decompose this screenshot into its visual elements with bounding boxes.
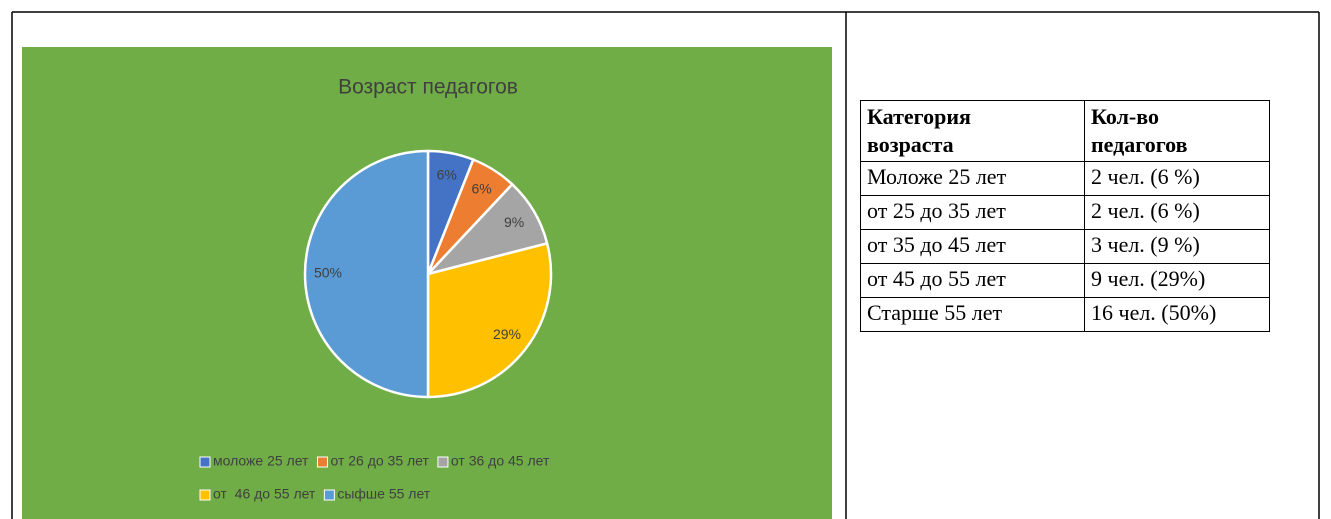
pie-slice [303,149,430,399]
legend-item: от 26 до 35 лет [316,453,430,469]
header-text: Категория возраста [867,104,971,157]
table-cell: Моложе 25 лет [860,161,1085,196]
legend-item: от 36 до 45 лет [437,453,550,469]
table-cell: 16 чел. (50%) [1084,297,1270,332]
table-cell: 3 чел. (9 %) [1084,229,1270,264]
data-label: 6% [471,180,491,196]
table-cell: Старше 55 лет [860,297,1085,332]
data-label: 29% [493,326,521,342]
legend-label: моложе 25 лет [213,453,309,469]
legend-swatch [199,489,211,501]
table-cell: от 45 до 55 лет [860,263,1085,298]
table-cell: 2 чел. (6 %) [1084,195,1270,230]
chart-title: Возраст педагогов [338,76,518,99]
table-cell: от 35 до 45 лет [860,229,1085,264]
table-row: от 45 до 55 лет 9 чел. (29%) [860,263,1270,298]
data-table: Категория возраста Кол-во педагогов Моло… [860,100,1270,332]
legend-label: сыфше 55 лет [337,486,430,502]
legend-label: от 36 до 45 лет [451,453,550,469]
header-row: Категория возраста Кол-во педагогов [860,100,1270,162]
table-row: Моложе 25 лет 2 чел. (6 %) [860,161,1270,196]
legend-label: от 26 до 35 лет [330,453,429,469]
legend-item: сыфше 55 лет [323,486,431,502]
chart: Возраст педагогов 6% 6% 9% 29% 50% моложе 25 … [22,47,832,519]
table-cell: 2 чел. (6 %) [1084,161,1270,196]
table-cell: от 25 до 35 лет [860,195,1085,230]
legend-swatch [199,456,211,468]
header-cell: Кол-во педагогов [1084,100,1270,162]
legend-label: от 46 до 55 лет [213,486,316,502]
legend-swatch [316,456,328,468]
table-row: от 35 до 45 лет 3 чел. (9 %) [860,229,1270,264]
header-cell: Категория возраста [860,100,1085,162]
data-label: 50% [314,265,342,281]
table-row: от 25 до 35 лет 2 чел. (6 %) [860,195,1270,230]
data-label: 9% [504,214,524,230]
legend-swatch [323,489,335,501]
header-text: Кол-во педагогов [1091,104,1188,157]
table-row: Старше 55 лет 16 чел. (50%) [860,297,1270,332]
table-cell: 9 чел. (29%) [1084,263,1270,298]
pie-slice [426,241,553,399]
legend-swatch [437,456,449,468]
legend-item: от 46 до 55 лет [199,486,316,502]
data-label: 6% [437,166,457,182]
legend-item: моложе 25 лет [199,453,309,469]
